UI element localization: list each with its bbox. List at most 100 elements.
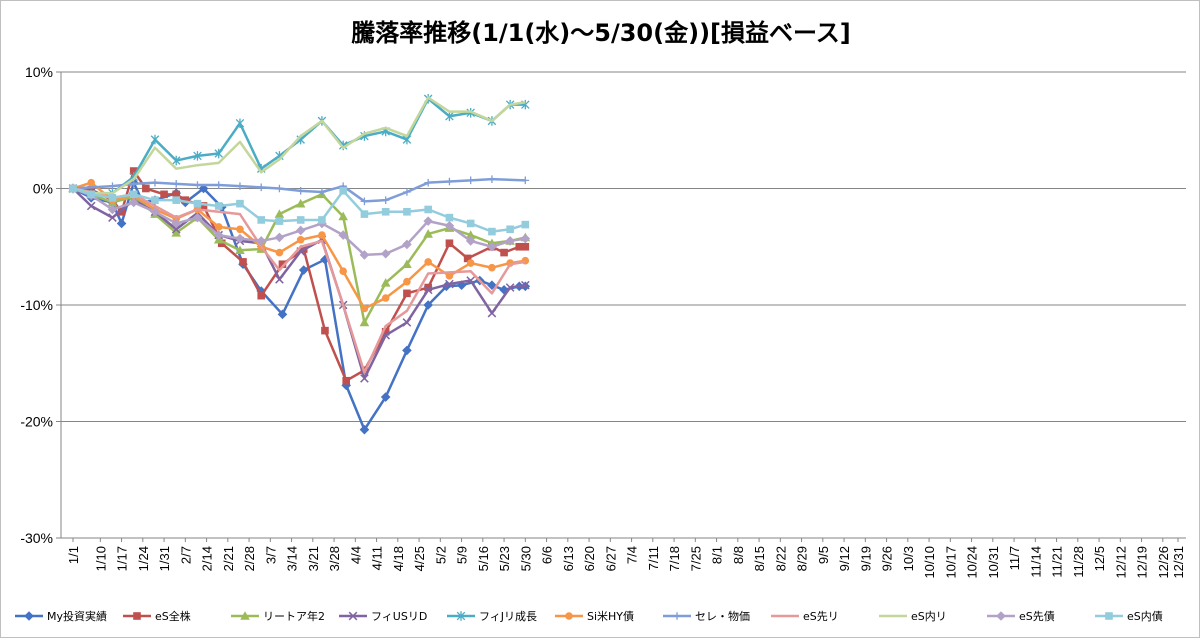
x-tick-label: 6/20 bbox=[582, 546, 597, 571]
data-point bbox=[296, 187, 305, 195]
data-point bbox=[318, 216, 326, 224]
data-point bbox=[277, 309, 288, 320]
data-point bbox=[275, 275, 284, 284]
x-tick-label: 12/12 bbox=[1113, 546, 1128, 579]
series-group bbox=[72, 96, 526, 195]
data-point bbox=[87, 190, 96, 199]
series-group bbox=[69, 175, 530, 206]
data-point bbox=[521, 220, 530, 229]
legend-label: eS内債 bbox=[1127, 609, 1163, 623]
data-point bbox=[192, 212, 203, 223]
x-tick-label: 5/2 bbox=[433, 546, 448, 564]
data-point bbox=[339, 187, 347, 195]
data-point bbox=[424, 205, 432, 214]
y-tick-label: -30% bbox=[20, 530, 53, 546]
x-tick-label: 3/14 bbox=[285, 546, 300, 571]
data-point bbox=[257, 183, 266, 192]
data-point bbox=[488, 175, 496, 183]
y-tick-label: -20% bbox=[20, 414, 53, 430]
data-point bbox=[444, 220, 455, 231]
data-point bbox=[298, 265, 309, 275]
x-tick-label: 8/1 bbox=[710, 546, 725, 564]
legend-item: セレ・物価 bbox=[663, 609, 750, 623]
x-tick-label: 11/21 bbox=[1050, 546, 1065, 578]
x-tick-label: 5/30 bbox=[518, 546, 533, 571]
legend-item: eS全株 bbox=[123, 609, 191, 623]
x-tick-label: 11/14 bbox=[1028, 546, 1043, 578]
y-tick-label: 10% bbox=[25, 64, 53, 80]
x-tick-label: 7/11 bbox=[646, 546, 661, 570]
data-point bbox=[133, 612, 141, 620]
chart-title: 騰落率推移(1/1(水)～5/30(金))[損益ベース] bbox=[351, 19, 851, 47]
data-point bbox=[445, 279, 454, 289]
data-point bbox=[466, 176, 475, 185]
series-line bbox=[72, 181, 526, 431]
data-point bbox=[257, 216, 266, 224]
legend-label: フィUSリD bbox=[371, 610, 427, 623]
data-point bbox=[296, 216, 305, 224]
data-point bbox=[213, 230, 224, 240]
legend-label: eS内リ bbox=[911, 609, 947, 623]
data-point bbox=[445, 111, 454, 122]
data-point bbox=[488, 227, 496, 236]
data-point bbox=[181, 196, 190, 204]
legend-label: eS先リ bbox=[803, 610, 839, 623]
data-point bbox=[171, 155, 181, 166]
data-point bbox=[296, 235, 305, 244]
x-tick-label: 5/16 bbox=[476, 546, 491, 571]
x-tick-label: 1/10 bbox=[93, 546, 108, 571]
data-point bbox=[214, 223, 223, 231]
data-point bbox=[129, 180, 138, 188]
data-point bbox=[107, 204, 118, 215]
data-point bbox=[423, 216, 433, 226]
y-tick-label: 0% bbox=[33, 181, 53, 197]
data-point bbox=[424, 178, 432, 187]
data-point bbox=[360, 197, 369, 206]
x-tick-label: 1/24 bbox=[136, 546, 151, 571]
x-tick-label: 10/10 bbox=[922, 546, 937, 579]
data-point bbox=[360, 304, 369, 313]
data-point bbox=[445, 272, 454, 280]
data-point bbox=[240, 611, 250, 620]
data-point bbox=[359, 424, 370, 435]
data-point bbox=[1105, 612, 1113, 620]
data-point bbox=[381, 208, 390, 216]
data-point bbox=[360, 374, 369, 383]
data-point bbox=[466, 276, 476, 285]
legend-item: eS内リ bbox=[879, 609, 947, 623]
x-tick-label: 5/23 bbox=[497, 546, 512, 571]
data-point bbox=[275, 217, 284, 225]
data-point bbox=[257, 291, 266, 300]
data-point bbox=[274, 209, 285, 218]
legend-label: リートア年2 bbox=[263, 609, 325, 623]
x-tick-label: 8/22 bbox=[773, 546, 788, 571]
data-point bbox=[565, 612, 573, 620]
series-line bbox=[72, 187, 526, 324]
x-tick-label: 12/31 bbox=[1171, 546, 1186, 579]
legend-item: eS先債 bbox=[987, 609, 1055, 623]
data-point bbox=[87, 178, 96, 187]
series-lines bbox=[68, 93, 531, 435]
data-point bbox=[487, 308, 497, 318]
data-point bbox=[236, 199, 244, 208]
data-point bbox=[359, 317, 370, 327]
data-point bbox=[423, 300, 433, 310]
data-point bbox=[69, 184, 77, 193]
data-point bbox=[108, 194, 117, 202]
data-point bbox=[423, 285, 433, 295]
x-tick-label: 3/21 bbox=[306, 546, 321, 571]
legend-item: フィUSリD bbox=[339, 610, 427, 623]
x-tick-label: 1/17 bbox=[115, 546, 130, 571]
x-tick-label: 1/1 bbox=[66, 546, 81, 564]
series-line bbox=[72, 96, 526, 195]
x-tick-label: 6/13 bbox=[561, 546, 576, 571]
data-point bbox=[214, 148, 223, 159]
data-point bbox=[235, 233, 245, 244]
data-point bbox=[108, 213, 117, 222]
data-point bbox=[445, 177, 454, 186]
data-point bbox=[274, 232, 285, 243]
data-point bbox=[193, 199, 202, 208]
x-tick-label: 7/18 bbox=[667, 546, 682, 571]
axes: 10% 0% -10% -20% -30% 1/1 1/10 1/17 1/24 1/31 2/7 2… bbox=[20, 64, 1186, 579]
